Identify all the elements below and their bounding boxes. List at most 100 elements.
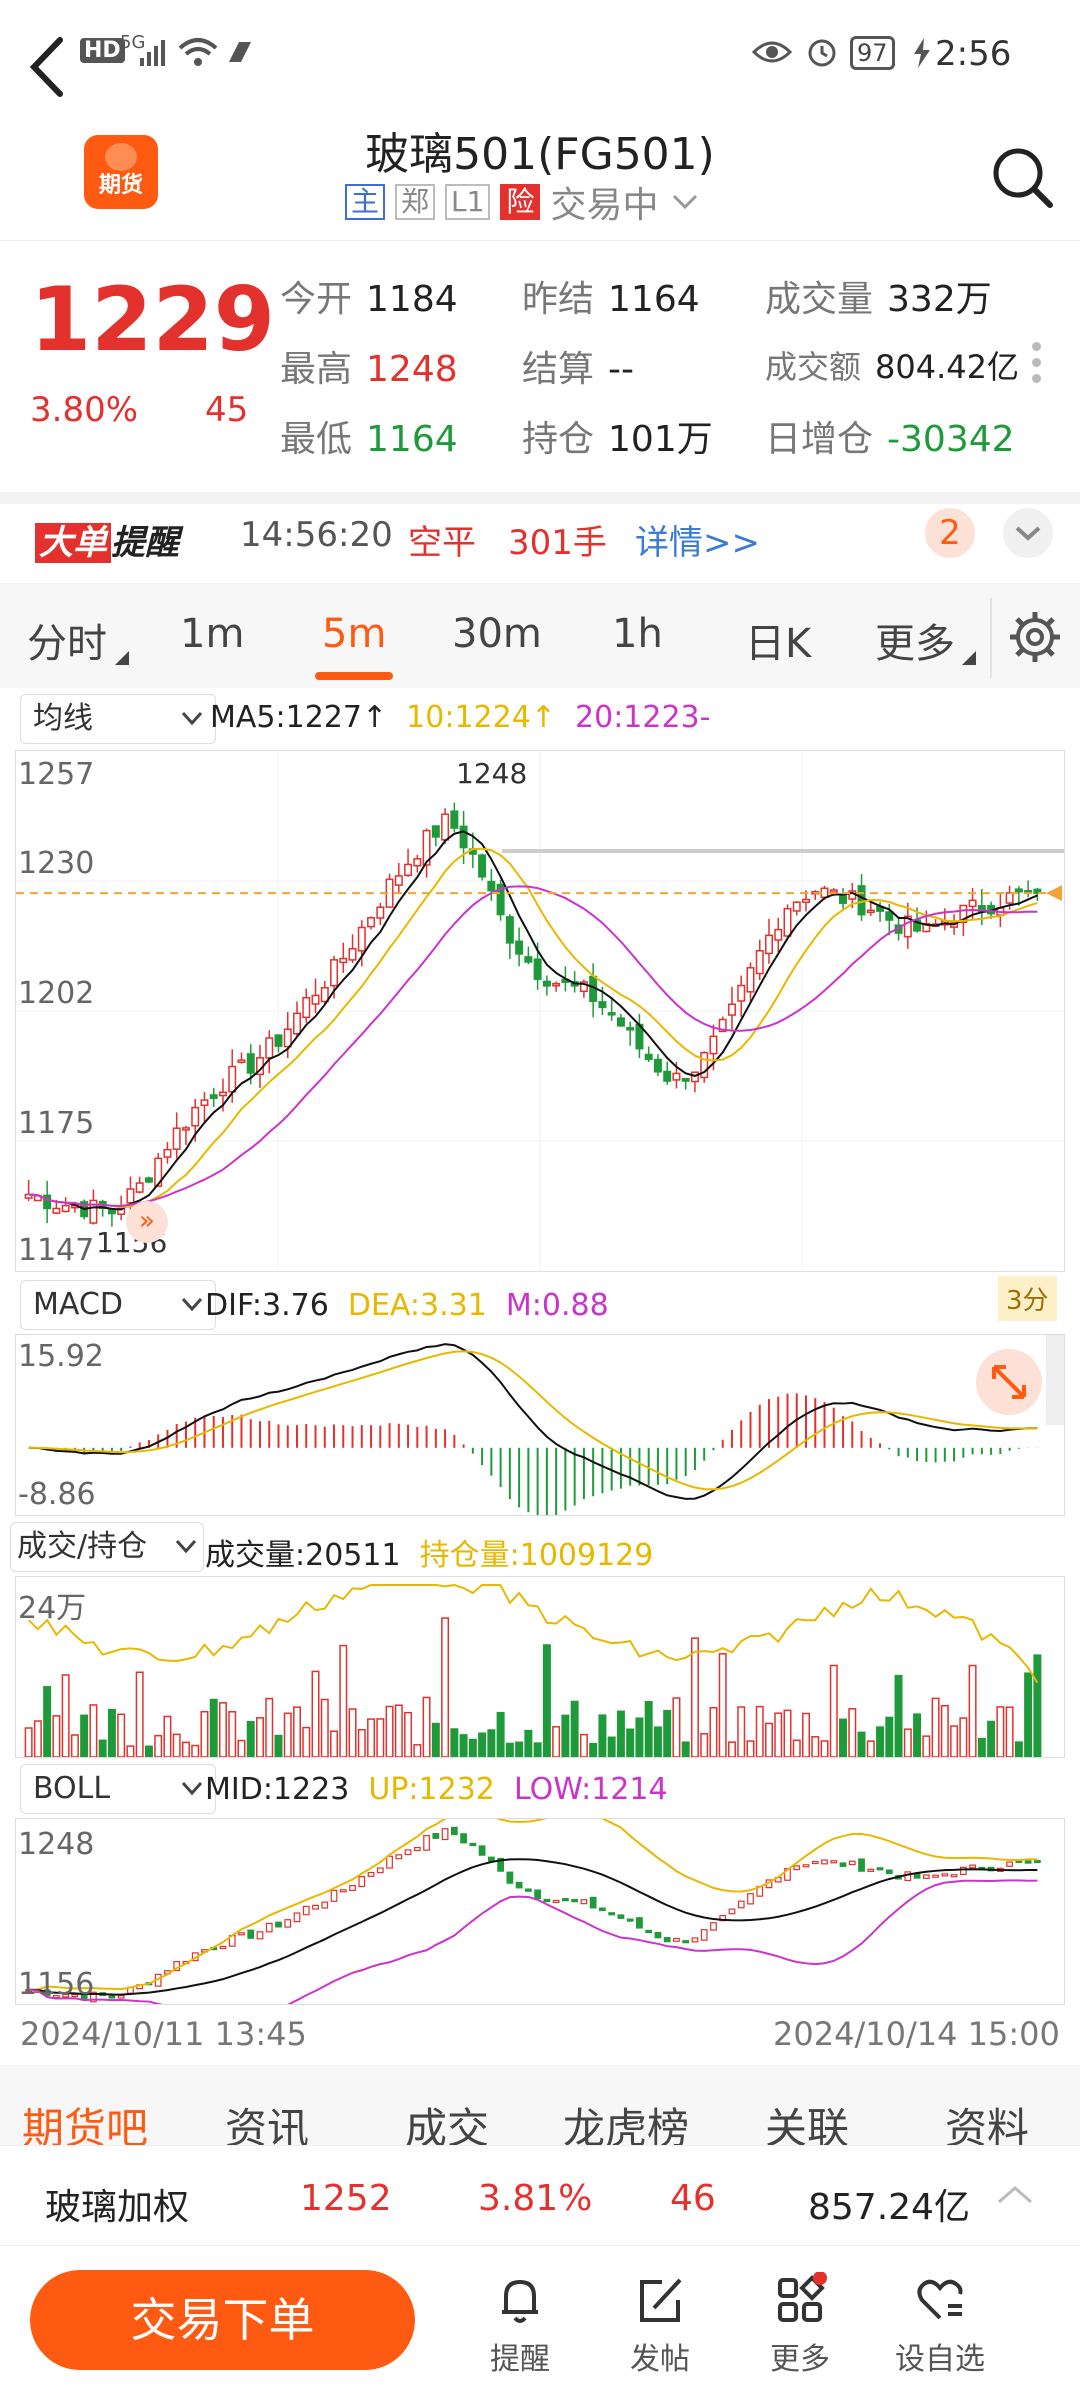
kline-chart[interactable]: 1257 1230 1202 1175 1147 1248 1156 »	[15, 750, 1065, 1272]
volume-bar	[607, 1736, 616, 1758]
volume-bar	[154, 1734, 163, 1758]
tab-more[interactable]: 更多	[875, 621, 955, 667]
volume-bar	[903, 1728, 912, 1758]
tab-5m[interactable]: 5m	[322, 611, 387, 657]
volume-bar	[24, 1727, 33, 1758]
clock: 2:56	[935, 34, 1012, 74]
side-handle[interactable]	[1046, 1335, 1064, 1425]
volume-bar	[783, 1709, 792, 1758]
tab-profile[interactable]: 资料	[945, 2104, 1030, 2153]
boll-candle	[700, 1929, 708, 1941]
tab-related[interactable]: 关联	[765, 2104, 850, 2153]
volume-bar	[311, 1670, 320, 1758]
boll-candle	[1024, 1860, 1032, 1864]
y-tick: -8.86	[18, 1477, 96, 1512]
related-quote-row[interactable]: 玻璃加权 1252 3.81% 46 857.24亿	[0, 2145, 1080, 2246]
volume-bar	[1033, 1654, 1042, 1758]
nav-more[interactable]: 更多	[745, 2272, 855, 2378]
volume-bar	[616, 1710, 625, 1758]
y-tick: 1147	[18, 1233, 95, 1268]
nav-post[interactable]: 发帖	[605, 2272, 715, 2378]
volume-bar	[515, 1741, 524, 1758]
tab-news[interactable]: 资讯	[225, 2104, 310, 2153]
gear-icon[interactable]	[1008, 610, 1062, 664]
boll-candle	[867, 1868, 875, 1872]
candle-body	[598, 1001, 607, 1009]
volume-selector[interactable]: 成交/持仓	[10, 1522, 204, 1572]
corner-triangle-icon	[962, 651, 976, 665]
candle-body	[89, 1199, 98, 1224]
alert-count-badge[interactable]: 2	[925, 508, 975, 558]
tab-1m[interactable]: 1m	[180, 611, 245, 657]
chevron-down-icon	[1015, 526, 1041, 541]
volume-bar	[829, 1664, 838, 1758]
candle-body	[394, 875, 403, 886]
start-date: 2024/10/11 13:45	[20, 2015, 307, 2053]
volume-bar	[922, 1735, 931, 1758]
volume-bar	[302, 1726, 311, 1758]
more-dots-icon[interactable]	[1032, 335, 1041, 390]
volume-bar	[339, 1644, 348, 1758]
tab-trades[interactable]: 成交	[405, 2104, 490, 2153]
boll-selector[interactable]: BOLL	[20, 1764, 216, 1814]
nav-alert-label: 提醒	[490, 2342, 550, 2377]
boll-candle	[1006, 1861, 1013, 1867]
volume-bar	[542, 1644, 551, 1758]
macd-chart[interactable]: 15.92 -8.86	[15, 1334, 1065, 1518]
back-arrow-icon[interactable]	[22, 32, 72, 102]
volume-chart[interactable]: 24万	[15, 1576, 1065, 1758]
ma-selector[interactable]: 均线	[20, 694, 216, 744]
macd-selector[interactable]: MACD	[20, 1280, 216, 1330]
search-icon[interactable]	[990, 145, 1056, 211]
volume-bar	[987, 1720, 996, 1758]
tab-30m[interactable]: 30m	[452, 611, 542, 657]
candle-body	[339, 957, 348, 964]
boll-candle	[710, 1922, 717, 1931]
boll-candle	[904, 1871, 912, 1882]
quote-oi-change: 日增仓 -30342	[765, 419, 1015, 460]
trade-order-button[interactable]: 交易下单	[30, 2270, 415, 2370]
candle-body	[626, 1027, 635, 1031]
candle-body	[1005, 892, 1014, 904]
bell-icon	[502, 2279, 538, 2323]
alert-detail-link[interactable]: 详情>>	[635, 523, 760, 563]
candle-body	[43, 1194, 52, 1210]
nav-watchlist[interactable]: 设自选	[885, 2272, 995, 2378]
candle-body	[829, 889, 838, 893]
volume-bar	[135, 1671, 144, 1758]
oi-value: 持仓量:1009129	[419, 1538, 654, 1573]
candle-body	[200, 1099, 209, 1107]
volume-bar	[320, 1698, 329, 1758]
scroll-left-icon[interactable]: »	[126, 1201, 168, 1243]
tab-leaderboard[interactable]: 龙虎榜	[563, 2104, 690, 2153]
nav-alert[interactable]: 提醒	[465, 2272, 575, 2378]
expand-chart-button[interactable]	[976, 1349, 1042, 1415]
candle-body	[496, 883, 505, 916]
alert-bar[interactable]	[0, 492, 1080, 588]
tab-daily[interactable]: 日K	[745, 621, 812, 667]
tab-forum[interactable]: 期货吧	[22, 2104, 149, 2153]
boll-candle	[848, 1860, 856, 1866]
battery-level: 97	[850, 36, 895, 70]
tab-1h[interactable]: 1h	[612, 611, 663, 657]
volume-bar	[431, 1722, 440, 1758]
expand-icon	[992, 1365, 1026, 1399]
hd-badge: HD	[80, 38, 125, 63]
y-tick: 1175	[18, 1106, 95, 1141]
chevron-up-icon[interactable]	[995, 2182, 1035, 2208]
candle-body	[441, 813, 450, 841]
tab-intraday[interactable]: 分时	[27, 621, 107, 667]
chevron-down-icon[interactable]	[668, 190, 702, 214]
volume-bar	[968, 1664, 977, 1758]
boll-candle	[497, 1857, 504, 1872]
nav-watchlist-label: 设自选	[895, 2342, 985, 2377]
alert-time: 14:56:20	[240, 515, 393, 555]
ma-values: MA5:1227↑ 10:1224↑ 20:1223-	[210, 700, 710, 735]
alert-expand-button[interactable]	[1003, 508, 1053, 558]
quote-turnover: 成交额 804.42亿	[765, 348, 1019, 386]
boll-mid-value: MID:1223	[205, 1772, 350, 1807]
trading-status: 交易中	[550, 185, 659, 226]
boll-candle	[469, 1842, 477, 1847]
alarm-icon	[808, 39, 836, 67]
boll-chart[interactable]: 1248 1156	[15, 1812, 1065, 2018]
